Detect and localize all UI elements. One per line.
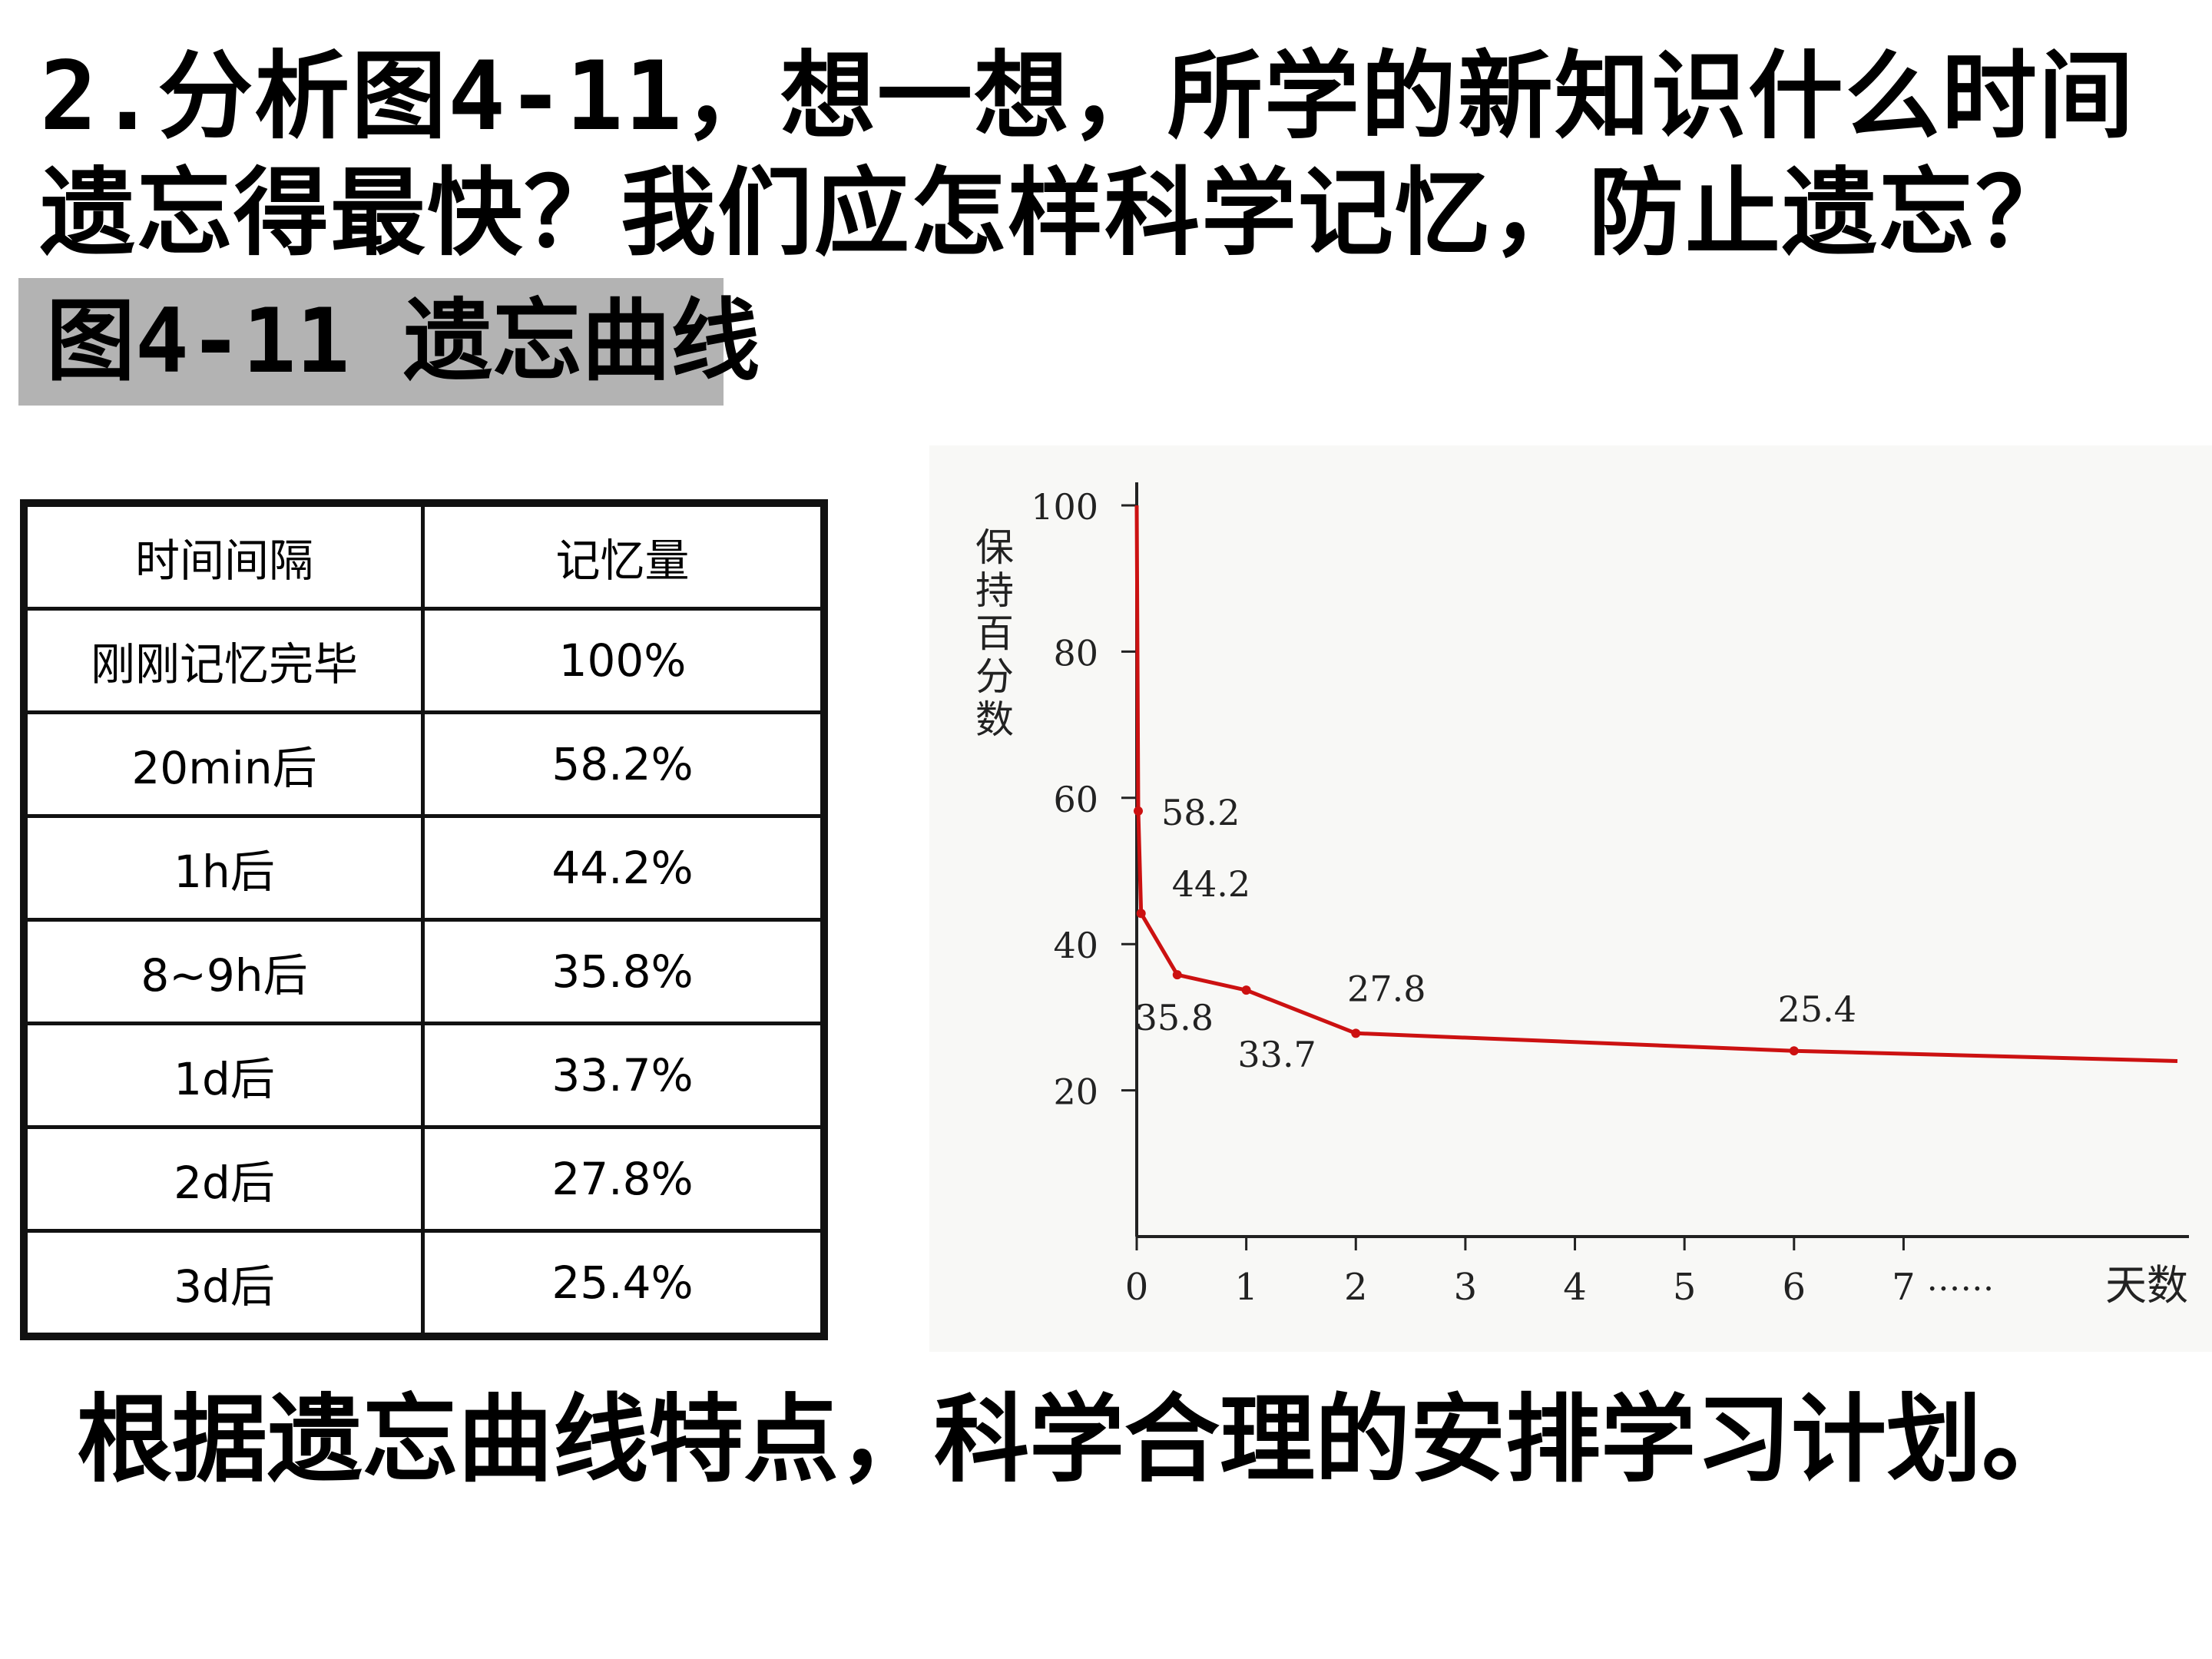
question-line-2: 遗忘得最快？我们应怎样科学记忆，防止遗忘？: [40, 158, 2073, 269]
x-tick-label: 6: [1783, 1266, 1806, 1309]
x-tick-suffix: ……: [1926, 1260, 1994, 1299]
x-tick-label: 1: [1234, 1266, 1258, 1309]
table-row: 3d后 25.4%: [22, 1229, 826, 1339]
table-cell-amount: 33.7%: [421, 1022, 826, 1129]
data-label: 44.2: [1172, 863, 1250, 905]
y-tick-label: 100: [1031, 486, 1098, 528]
data-point: [1241, 985, 1251, 995]
table-row: 1d后 33.7%: [22, 1022, 826, 1129]
forgetting-curve-chart: 20 40 60 80 100 0 1 2 3 4 5 6 7 …… 天数 保持百分数 58.2 44.2 35.8…: [929, 445, 2212, 1352]
x-tick-label: 5: [1673, 1266, 1697, 1309]
data-point: [1136, 909, 1146, 919]
data-point: [1351, 1028, 1361, 1038]
table-cell-interval: 20min后: [22, 710, 425, 818]
table-row: 20min后 58.2%: [22, 710, 826, 818]
x-tick-label: 3: [1454, 1266, 1478, 1309]
figure-caption: 图4-11 遗忘曲线: [18, 278, 760, 406]
memory-table: 时间间隔 记忆量 刚刚记忆完毕 100% 20min后 58.2% 1h后 44…: [20, 499, 828, 1340]
table-cell-amount: 100%: [421, 607, 826, 714]
data-point: [1172, 970, 1182, 980]
x-axis-label: 天数: [2105, 1261, 2188, 1310]
table-cell-interval: 1h后: [22, 814, 425, 922]
x-tick-label: 0: [1125, 1266, 1149, 1309]
table-cell-interval: 刚刚记忆完毕: [22, 607, 425, 714]
table-cell-interval: 3d后: [22, 1229, 425, 1339]
data-label: 27.8: [1347, 968, 1426, 1009]
table-row: 刚刚记忆完毕 100%: [22, 607, 826, 714]
y-tick-label: 80: [1053, 632, 1098, 674]
table-cell-amount: 44.2%: [421, 814, 826, 922]
table-row: 2d后 27.8%: [22, 1125, 826, 1233]
header-memory-amount: 记忆量: [421, 501, 826, 611]
data-point: [1133, 806, 1143, 816]
table-cell-amount: 35.8%: [421, 918, 826, 1025]
series-line: [1134, 505, 2178, 1063]
x-tick-label: 2: [1344, 1266, 1368, 1309]
chart-canvas: 20 40 60 80 100 0 1 2 3 4 5 6 7 …… 天数 保持百分数 58.2 44.2 35.8…: [975, 482, 2189, 1310]
header-time-interval: 时间间隔: [22, 501, 425, 611]
table-cell-amount: 25.4%: [421, 1229, 826, 1339]
y-tick-label: 20: [1053, 1071, 1098, 1113]
x-tick-label: 7: [1892, 1266, 1916, 1309]
table-cell-amount: 58.2%: [421, 710, 826, 818]
table-cell-interval: 1d后: [22, 1022, 425, 1129]
y-tick-label: 40: [1053, 925, 1098, 966]
table-row: 8~9h后 35.8%: [22, 918, 826, 1025]
conclusion-text: 根据遗忘曲线特点，科学合理的安排学习计划。: [77, 1385, 2078, 1495]
table-cell-interval: 8~9h后: [22, 918, 425, 1025]
data-label: 25.4: [1778, 988, 1856, 1030]
question-text: 2.分析图4-11，想一想，所学的新知识什么时间 遗忘得最快？我们应怎样科学记忆…: [40, 38, 2190, 272]
question-line-1: 2.分析图4-11，想一想，所学的新知识什么时间: [40, 41, 2135, 152]
table-header-row: 时间间隔 记忆量: [22, 501, 826, 611]
y-tick-label: 60: [1053, 779, 1098, 820]
data-point: [1789, 1046, 1799, 1056]
x-tick-label: 4: [1563, 1266, 1587, 1309]
data-label: 58.2: [1161, 792, 1240, 833]
data-label: 35.8: [1135, 997, 1214, 1038]
data-label: 33.7: [1237, 1034, 1316, 1075]
y-axis-label: 保持百分数: [975, 525, 1014, 742]
table-cell-amount: 27.8%: [421, 1125, 826, 1233]
table-cell-interval: 2d后: [22, 1125, 425, 1233]
table-row: 1h后 44.2%: [22, 814, 826, 922]
